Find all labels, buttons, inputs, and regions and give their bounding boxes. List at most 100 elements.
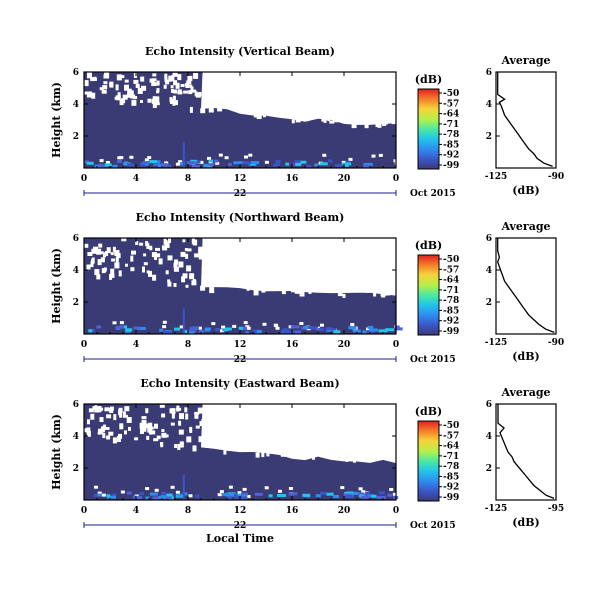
noise-pixel xyxy=(259,446,265,450)
noise-pixel xyxy=(262,322,267,326)
noise-pixel xyxy=(185,413,189,420)
noise-pixel xyxy=(154,96,160,103)
near-ground-echo xyxy=(318,327,325,331)
noise-pixel xyxy=(272,446,277,453)
colorbar-tick-label: -50 xyxy=(443,255,459,265)
noise-pixel xyxy=(324,275,330,281)
noise-pixel xyxy=(365,104,370,108)
noise-pixel xyxy=(321,270,327,275)
noise-pixel xyxy=(322,98,327,101)
noise-pixel xyxy=(234,104,238,109)
profile-title: Average xyxy=(500,220,550,233)
noise-pixel xyxy=(182,273,188,279)
noise-pixel xyxy=(314,253,320,259)
noise-pixel xyxy=(341,88,347,92)
noise-pixel xyxy=(161,432,167,438)
noise-pixel xyxy=(174,259,179,265)
near-ground-echo xyxy=(203,163,208,167)
noise-pixel xyxy=(246,287,250,291)
noise-pixel xyxy=(165,270,169,275)
near-ground-echo xyxy=(256,330,262,334)
noise-pixel xyxy=(246,495,251,498)
noise-pixel xyxy=(112,437,117,444)
noise-pixel xyxy=(352,421,357,425)
noise-pixel xyxy=(207,434,212,438)
noise-pixel xyxy=(117,92,121,99)
y-axis-label: Height (km) xyxy=(50,248,63,324)
noise-pixel xyxy=(198,249,204,255)
noise-pixel xyxy=(121,238,127,242)
noise-pixel xyxy=(104,407,110,412)
noise-pixel xyxy=(161,429,165,432)
noise-pixel xyxy=(359,270,364,275)
noise-pixel xyxy=(173,80,178,86)
noise-pixel xyxy=(178,160,183,164)
noise-pixel xyxy=(353,104,358,110)
noise-pixel xyxy=(247,430,253,435)
colorbar-tick-label: -64 xyxy=(443,110,459,120)
noise-pixel xyxy=(151,252,157,258)
noise-pixel xyxy=(361,490,366,494)
colorbar-tick-label: -64 xyxy=(443,276,459,286)
noise-pixel xyxy=(143,253,147,257)
noise-pixel xyxy=(358,452,364,458)
noise-pixel xyxy=(140,100,143,103)
noise-pixel xyxy=(261,451,265,458)
noise-pixel xyxy=(369,450,375,454)
noise-pixel xyxy=(243,321,248,325)
near-ground-echo xyxy=(142,161,150,165)
near-ground-echo xyxy=(195,494,200,498)
noise-pixel xyxy=(348,84,352,89)
noise-pixel xyxy=(363,90,368,97)
noise-pixel xyxy=(173,262,178,268)
noise-pixel xyxy=(285,264,291,270)
near-ground-echo xyxy=(241,492,248,496)
colorbar-tick-label: -71 xyxy=(443,452,459,462)
noise-pixel xyxy=(130,255,134,262)
near-ground-echo xyxy=(371,494,377,498)
noise-pixel xyxy=(167,281,172,287)
noise-pixel xyxy=(357,444,361,451)
noise-pixel xyxy=(111,273,115,278)
noise-pixel xyxy=(342,280,347,284)
noise-pixel xyxy=(345,456,349,462)
colorbar-label: (dB) xyxy=(415,73,442,86)
profile-x-label: (dB) xyxy=(512,350,539,363)
noise-pixel xyxy=(289,111,294,115)
noise-pixel xyxy=(213,94,218,98)
noise-pixel xyxy=(124,84,129,91)
noise-pixel xyxy=(189,273,195,280)
noise-pixel xyxy=(309,111,314,116)
noise-pixel xyxy=(90,261,94,268)
noise-pixel xyxy=(365,286,370,293)
noise-pixel xyxy=(170,485,175,489)
near-ground-echo xyxy=(394,325,400,329)
noise-pixel xyxy=(379,98,385,105)
noise-pixel xyxy=(373,291,377,297)
noise-pixel xyxy=(151,98,156,104)
near-ground-echo xyxy=(166,493,173,497)
noise-pixel xyxy=(379,451,383,458)
noise-pixel xyxy=(310,404,315,409)
noise-pixel xyxy=(340,486,345,490)
noise-pixel xyxy=(298,250,304,254)
noise-pixel xyxy=(162,320,167,324)
near-ground-echo xyxy=(268,494,273,498)
noise-pixel xyxy=(134,437,139,441)
near-ground-echo xyxy=(325,327,333,331)
noise-pixel xyxy=(327,405,333,411)
noise-pixel xyxy=(250,438,254,442)
noise-pixel xyxy=(320,408,324,412)
noise-pixel xyxy=(173,283,177,287)
noise-pixel xyxy=(254,421,260,425)
y-tick-label: 4 xyxy=(73,100,79,110)
noise-pixel xyxy=(218,77,223,82)
noise-pixel xyxy=(350,106,355,110)
echo-streak xyxy=(182,474,185,500)
colorbar-tick-label: -85 xyxy=(443,472,459,482)
noise-pixel xyxy=(326,90,331,97)
noise-pixel xyxy=(236,409,242,415)
noise-pixel xyxy=(355,84,360,89)
near-ground-echo xyxy=(352,329,361,333)
noise-pixel xyxy=(202,415,208,422)
